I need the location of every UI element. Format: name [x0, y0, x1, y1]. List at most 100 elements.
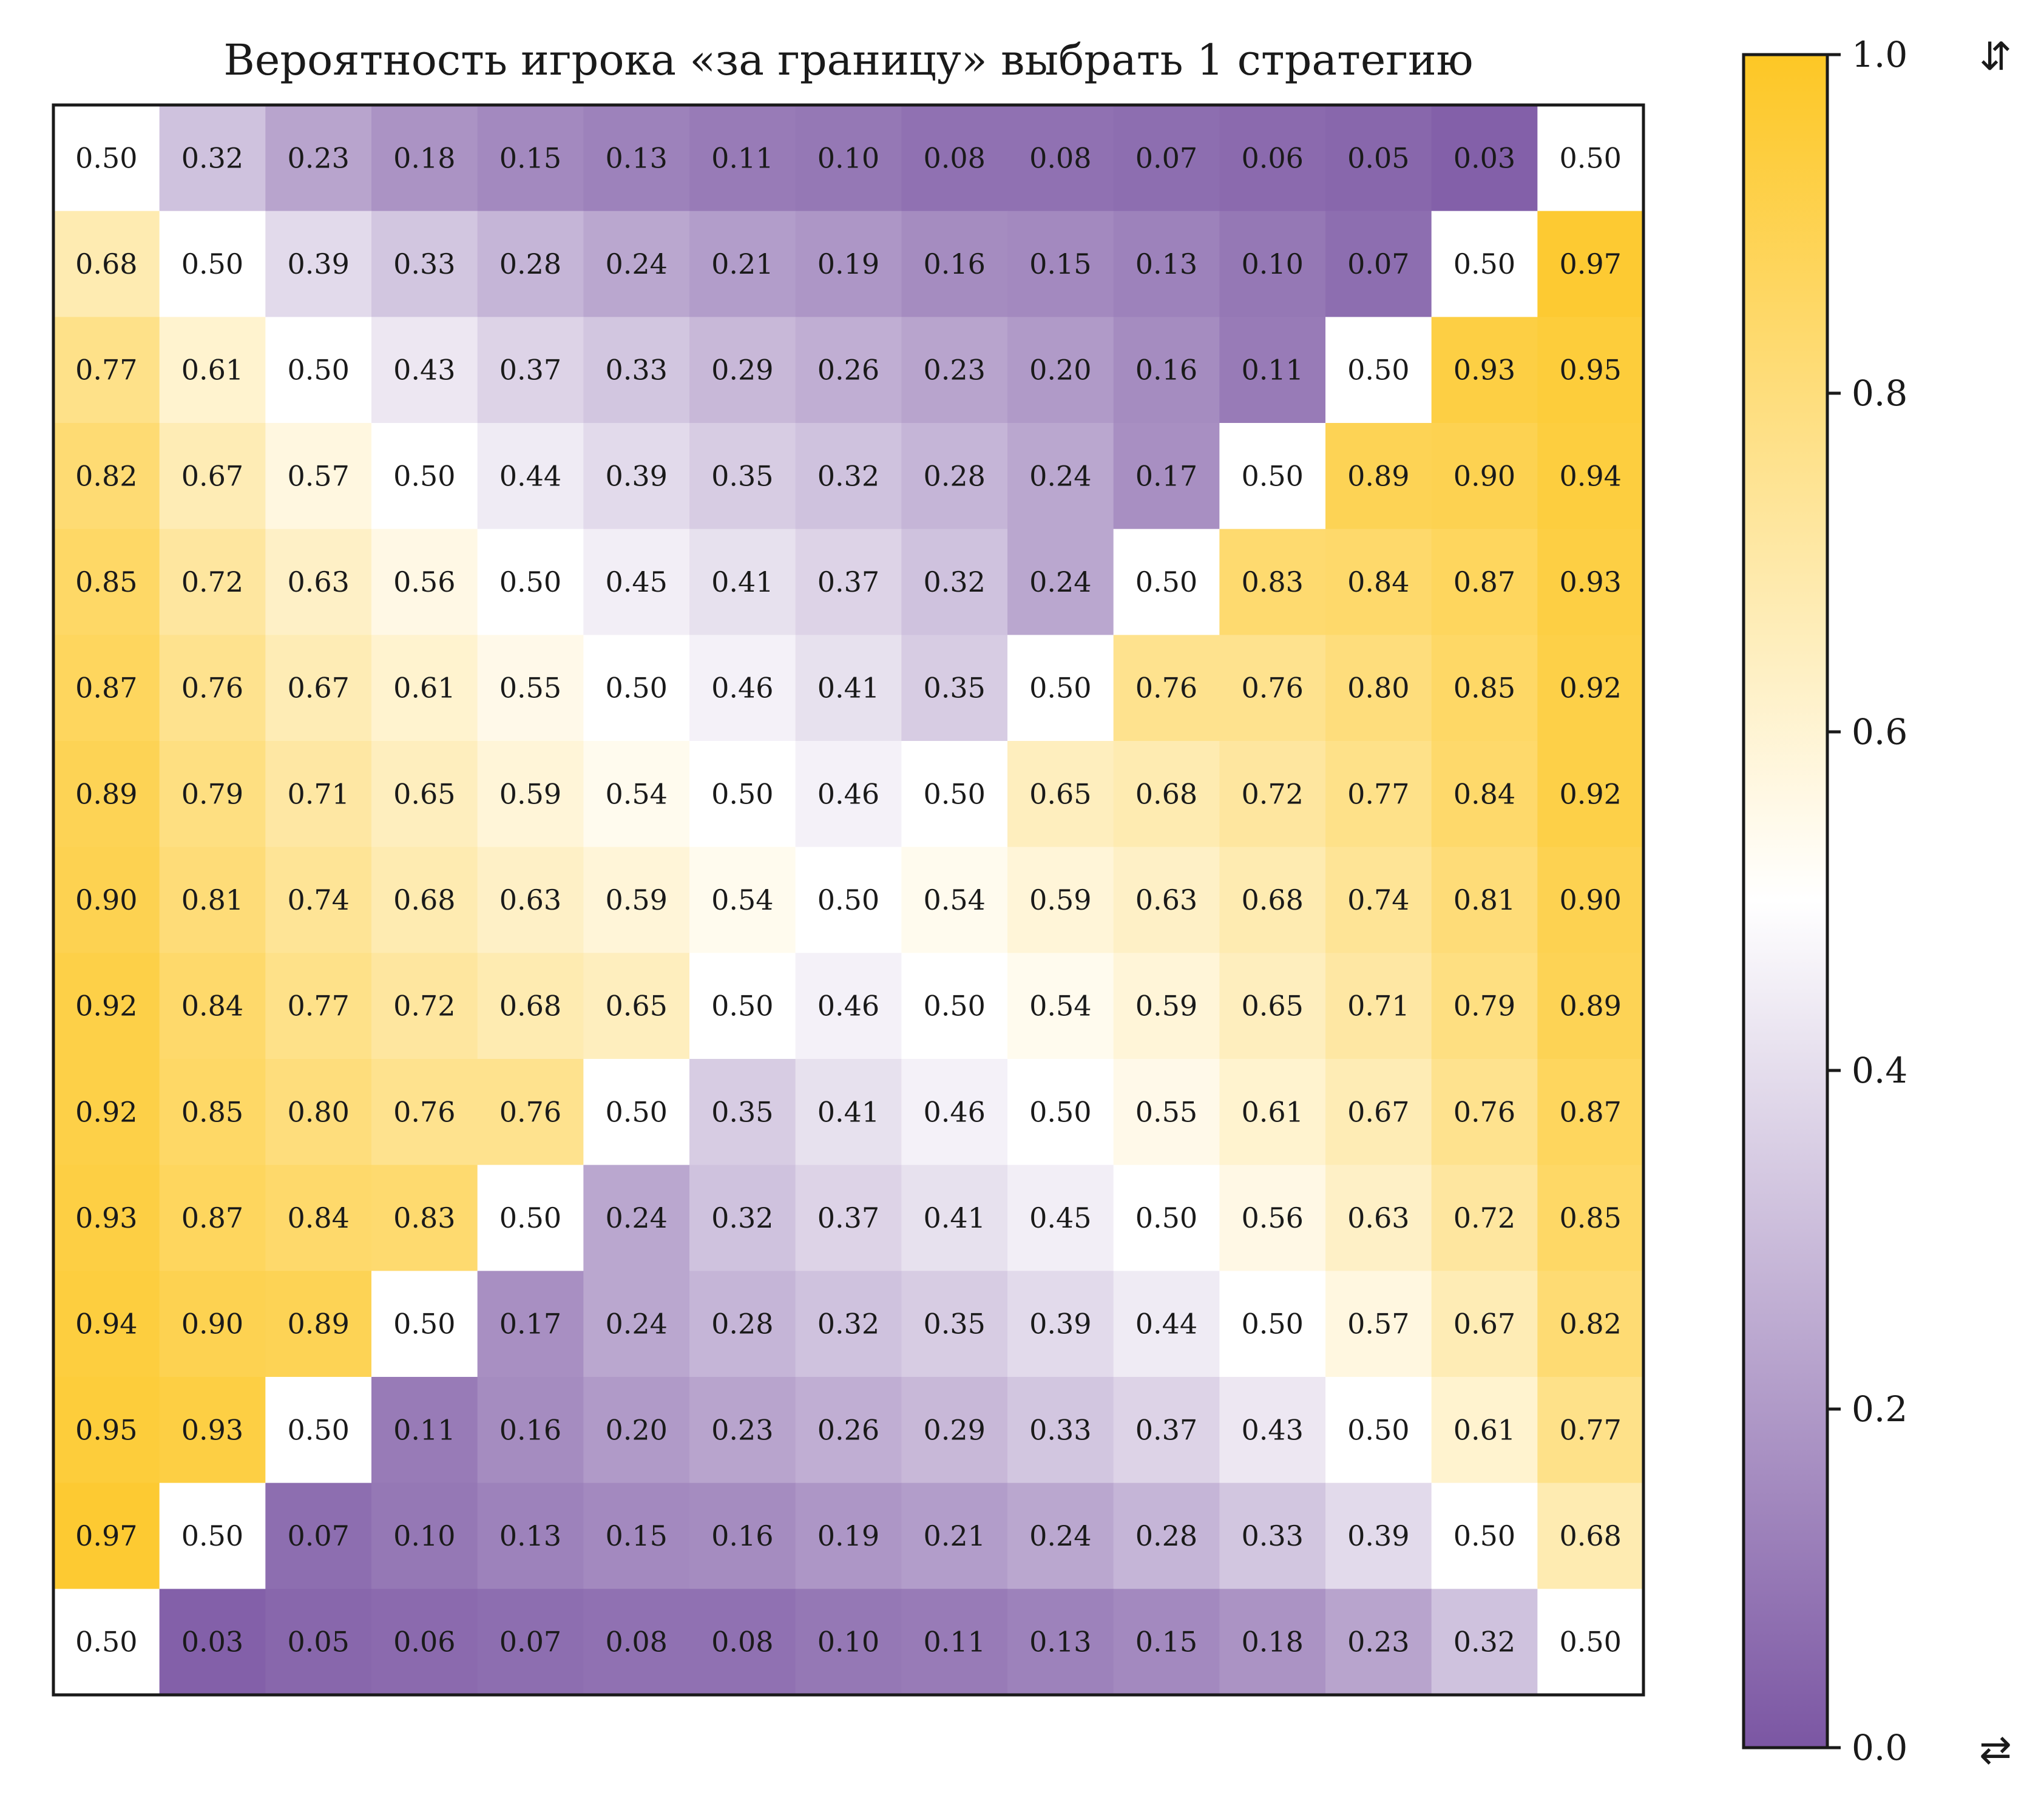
cell-value-label: 0.54: [1029, 990, 1091, 1023]
heatmap-cell: [53, 1377, 160, 1484]
colorbar-tick-label: 0.6: [1852, 711, 1907, 752]
heatmap-cell: [689, 741, 796, 848]
cell-value-label: 0.65: [605, 990, 667, 1023]
cell-value-label: 0.89: [75, 777, 137, 810]
heatmap-cell: [583, 847, 690, 953]
heatmap-cell: [1537, 1059, 1644, 1166]
heatmap-cell: [1113, 211, 1220, 317]
cell-value-label: 0.07: [499, 1626, 561, 1658]
cell-value-label: 0.61: [1241, 1095, 1303, 1128]
cell-value-label: 0.07: [1135, 141, 1197, 174]
heatmap-cell: [1113, 1482, 1220, 1589]
heatmap-cell: [901, 423, 1008, 530]
heatmap-cell: [265, 211, 372, 317]
heatmap-cell: [1007, 741, 1114, 848]
heatmap-cell: [159, 953, 266, 1060]
cell-value-label: 0.46: [817, 777, 879, 810]
cell-value-label: 0.72: [393, 990, 455, 1023]
heatmap-cell: [901, 1482, 1008, 1589]
cell-value-label: 0.24: [1029, 566, 1091, 598]
heatmap-cell: [1219, 529, 1326, 635]
cell-value-label: 0.45: [605, 566, 667, 598]
heatmap-cell: [795, 635, 902, 742]
cell-value-label: 0.80: [287, 1095, 349, 1128]
cell-value-label: 0.80: [1347, 672, 1409, 705]
cell-value-label: 0.63: [1347, 1202, 1409, 1234]
cell-value-label: 0.61: [181, 354, 243, 387]
heatmap-cell: [159, 1377, 266, 1484]
cell-value-label: 0.92: [1559, 777, 1621, 810]
heatmap-cell: [1007, 317, 1114, 424]
heatmap-cell: [1325, 741, 1432, 848]
heatmap-cell: [1219, 847, 1326, 953]
heatmap-cell: [1113, 1165, 1220, 1271]
heatmap-cell: [265, 1377, 372, 1484]
heatmap-cell: [1219, 105, 1326, 212]
cell-value-label: 0.35: [923, 672, 985, 705]
cell-value-label: 0.50: [1559, 1626, 1621, 1658]
heatmap-cell: [477, 1165, 584, 1271]
heatmap-cell: [1113, 423, 1220, 530]
heatmap-cell: [901, 847, 1008, 953]
heatmap-cell-labels: 0.50 0.32 0.23 0.18 0.15 0.13 0.11 0.10 0.08 0.08…: [75, 141, 1622, 1658]
cell-value-label: 0.85: [1453, 672, 1515, 705]
cell-value-label: 0.77: [287, 990, 349, 1023]
cell-value-label: 0.54: [711, 884, 773, 916]
heatmap-cell: [1007, 105, 1114, 212]
cell-value-label: 0.84: [1453, 777, 1515, 810]
heatmap-cell: [265, 423, 372, 530]
cell-value-label: 0.13: [1135, 248, 1197, 280]
cell-value-label: 0.28: [923, 459, 985, 492]
heatmap-cell: [477, 211, 584, 317]
cell-value-label: 0.82: [1559, 1308, 1621, 1340]
heatmap-cell: [1431, 1482, 1538, 1589]
cell-value-label: 0.50: [75, 141, 137, 174]
heatmap-cell: [583, 211, 690, 317]
chart-title: Вероятность игрока «за границу» выбрать …: [223, 35, 1474, 85]
heatmap-cell: [1537, 635, 1644, 742]
heatmap-cell: [1113, 1271, 1220, 1378]
cell-value-label: 0.41: [817, 1095, 879, 1128]
cell-value-label: 0.16: [923, 248, 985, 280]
heatmap-cell: [901, 1165, 1008, 1271]
colorbar-tick-label: 1.0: [1852, 34, 1907, 75]
cell-value-label: 0.90: [1559, 884, 1621, 916]
cell-value-label: 0.39: [1029, 1308, 1091, 1340]
cell-value-label: 0.29: [711, 354, 773, 387]
cell-value-label: 0.23: [923, 354, 985, 387]
cell-value-label: 0.95: [75, 1413, 137, 1446]
heatmap-cell: [583, 529, 690, 635]
heatmap-cell: [1219, 741, 1326, 848]
cell-value-label: 0.50: [1347, 1413, 1409, 1446]
cell-value-label: 0.21: [923, 1519, 985, 1552]
heatmap-cell: [265, 635, 372, 742]
heatmap-cell: [1219, 1271, 1326, 1378]
cell-value-label: 0.90: [181, 1308, 243, 1340]
heatmap-cell: [1537, 1271, 1644, 1378]
heatmap-cell: [1537, 317, 1644, 424]
heatmap-cell: [1113, 317, 1220, 424]
cell-value-label: 0.68: [499, 990, 561, 1023]
cell-value-label: 0.63: [1135, 884, 1197, 916]
heatmap-cell: [371, 1059, 478, 1166]
cell-value-label: 0.59: [605, 884, 667, 916]
heatmap-cell: [795, 1165, 902, 1271]
cell-value-label: 0.13: [605, 141, 667, 174]
cell-value-label: 0.92: [75, 990, 137, 1023]
heatmap-cell: [1431, 1589, 1538, 1695]
heatmap-cell: [1325, 1165, 1432, 1271]
heatmap-cell: [53, 635, 160, 742]
heatmap-cell: [689, 1589, 796, 1695]
heatmap-cell: [795, 105, 902, 212]
cell-value-label: 0.50: [1135, 566, 1197, 598]
cell-value-label: 0.24: [1029, 1519, 1091, 1552]
heatmap-cell: [477, 1271, 584, 1378]
cell-value-label: 0.18: [1241, 1626, 1303, 1658]
cell-value-label: 0.57: [287, 459, 349, 492]
top-arrows-icon: ⇵: [1979, 35, 2012, 79]
heatmap-cell: [371, 1482, 478, 1589]
heatmap-cell: [901, 953, 1008, 1060]
heatmap-cell: [1537, 1377, 1644, 1484]
heatmap-cell: [1325, 1482, 1432, 1589]
cell-value-label: 0.87: [75, 672, 137, 705]
